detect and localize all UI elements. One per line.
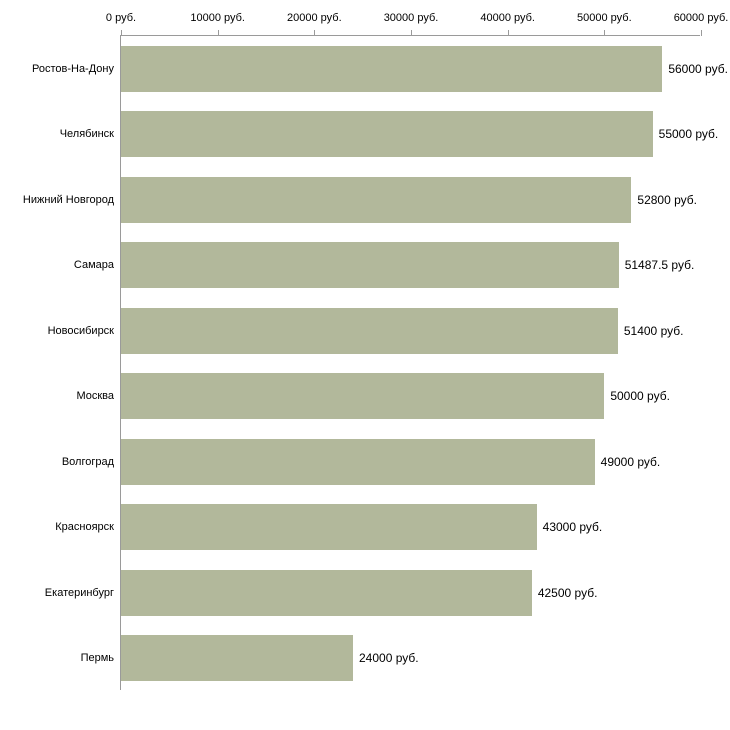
x-tick-mark — [314, 30, 316, 36]
bar-row: Волгоград 49000 руб. — [62, 429, 700, 495]
x-tick-mark — [604, 30, 606, 36]
value-label: 43000 руб. — [542, 520, 603, 535]
bar — [121, 373, 605, 420]
category-label: Екатеринбург — [44, 586, 114, 599]
category-label: Ростов-На-Дону — [31, 62, 114, 75]
bar — [121, 635, 353, 682]
bar — [121, 176, 632, 223]
x-tick-label: 60000 руб. — [673, 12, 729, 24]
value-label: 50000 руб. — [610, 389, 670, 404]
bar-row: Ростов-На-Дону 56000 руб. — [32, 36, 728, 102]
value-label: 52800 руб. — [637, 192, 697, 207]
bar — [121, 45, 663, 92]
value-label: 49000 руб. — [600, 454, 661, 469]
bar-row: Москва 50000 руб. — [76, 364, 700, 430]
category-label: Пермь — [80, 652, 114, 665]
category-label: Самара — [73, 259, 114, 272]
category-label: Волгоград — [61, 455, 114, 468]
value-label: 24000 руб. — [359, 651, 419, 666]
category-label: Челябинск — [59, 128, 114, 141]
value-label: 42500 руб. — [537, 585, 598, 600]
x-tick-mark — [507, 30, 509, 36]
bar — [121, 242, 619, 289]
category-label: Москва — [76, 390, 114, 403]
x-tick-mark — [121, 30, 122, 36]
x-tick-label: 30000 руб. — [383, 12, 439, 24]
category-label: Красноярск — [55, 521, 114, 534]
bar-row: Новосибирск 51400 руб. — [48, 298, 700, 364]
category-label: Новосибирск — [47, 324, 114, 337]
value-label: 56000 руб. — [668, 61, 728, 76]
value-label: 51487.5 руб. — [624, 258, 695, 273]
x-tick-label: 0 руб. — [105, 12, 137, 24]
x-tick-label: 50000 руб. — [577, 12, 632, 24]
bar — [121, 438, 595, 485]
x-tick-mark — [217, 30, 219, 36]
bar-row: Самара 51487.5 руб. — [74, 233, 700, 299]
value-label: 51400 руб. — [623, 323, 684, 338]
x-tick-label: 20000 руб. — [287, 12, 342, 24]
bar-row: Красноярск 43000 руб. — [55, 495, 700, 561]
bar-row: Челябинск 55000 руб. — [60, 102, 718, 168]
category-label: Нижний Новгород — [22, 193, 114, 206]
bar — [121, 111, 653, 158]
bar-row: Екатеринбург 42500 руб. — [45, 560, 700, 626]
bar — [121, 307, 618, 354]
bar — [121, 569, 532, 616]
bar — [121, 504, 537, 551]
bar-row: Пермь 24000 руб. — [81, 626, 700, 692]
value-label: 55000 руб. — [658, 127, 719, 142]
x-tick-label: 40000 руб. — [480, 12, 535, 24]
plot-area: 0 руб. 10000 руб. 20000 руб. 30000 руб. 4000… — [23, 12, 728, 692]
x-tick-mark — [411, 30, 412, 36]
bar-row: Нижний Новгород 52800 руб. — [23, 167, 700, 233]
x-tick-mark — [701, 30, 702, 36]
x-tick-label: 10000 руб. — [190, 12, 245, 24]
